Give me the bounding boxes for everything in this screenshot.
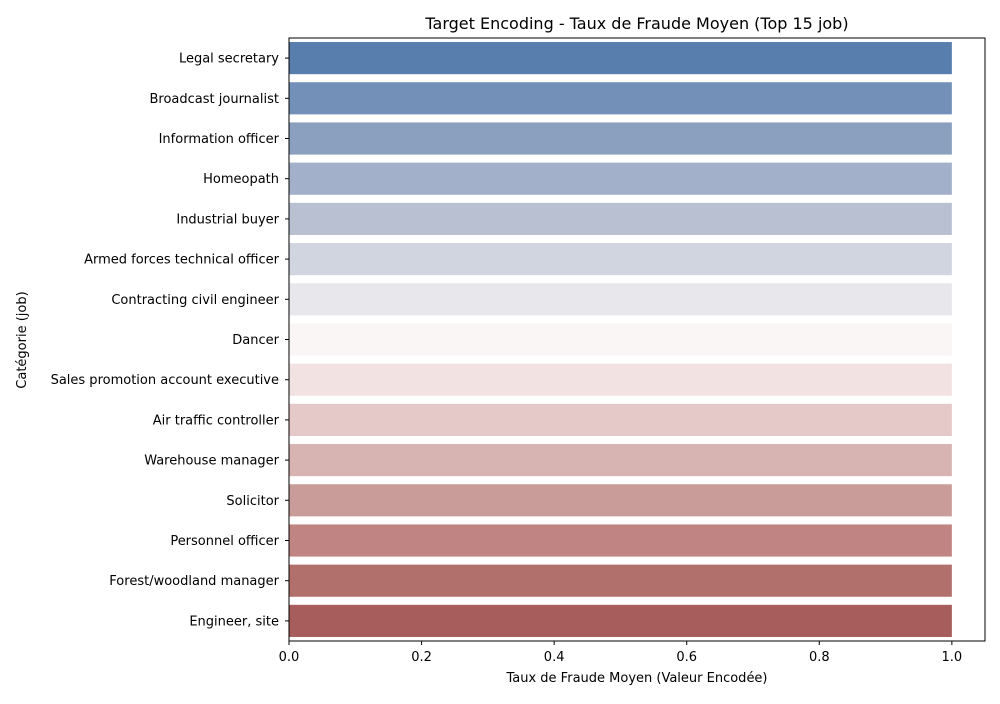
y-tick-label: Information officer (159, 132, 280, 147)
bar (289, 162, 952, 195)
y-tick-label: Engineer, site (189, 614, 279, 629)
x-axis-label: Taux de Fraude Moyen (Valeur Encodée) (505, 671, 767, 686)
x-ticks: 0.0 0.2 0.4 0.6 0.8 1.0 (279, 641, 963, 665)
x-tick-label: 0.8 (809, 650, 830, 665)
bar (289, 122, 952, 155)
bar (289, 444, 952, 477)
y-tick-label: Legal secretary (179, 52, 279, 67)
bar (289, 363, 952, 396)
y-tick-label: Industrial buyer (176, 212, 279, 227)
bar (289, 243, 952, 276)
bar (289, 524, 952, 557)
y-tick-label: Forest/woodland manager (109, 574, 279, 589)
y-tick-label: Broadcast journalist (150, 92, 280, 107)
bar (289, 82, 952, 115)
y-tick-label: Air traffic controller (153, 413, 280, 428)
y-tick-label: Dancer (232, 333, 279, 348)
y-tick-labels: Legal secretary Broadcast journalist Infor… (51, 52, 289, 629)
y-tick-label: Warehouse manager (144, 454, 279, 469)
y-tick-label: Contracting civil engineer (111, 293, 279, 308)
bar (289, 323, 952, 356)
bar (289, 484, 952, 517)
bar (289, 564, 952, 597)
y-tick-label: Sales promotion account executive (51, 373, 279, 388)
x-tick-label: 0.4 (544, 650, 565, 665)
bars-group (289, 42, 952, 637)
x-tick-label: 0.0 (279, 650, 300, 665)
x-tick-label: 0.2 (411, 650, 432, 665)
bar (289, 283, 952, 316)
y-tick-label: Armed forces technical officer (84, 253, 280, 268)
y-tick-label: Personnel officer (170, 534, 279, 549)
bar (289, 42, 952, 75)
y-axis-label: Catégorie (job) (15, 291, 30, 388)
bar (289, 403, 952, 436)
x-tick-label: 1.0 (942, 650, 963, 665)
y-tick-label: Homeopath (203, 172, 279, 187)
plot-frame (288, 37, 986, 642)
x-tick-label: 0.6 (676, 650, 697, 665)
bar (289, 202, 952, 235)
y-tick-label: Solicitor (226, 494, 279, 509)
bar (289, 604, 952, 637)
chart-title: Target Encoding - Taux de Fraude Moyen (… (424, 14, 848, 33)
